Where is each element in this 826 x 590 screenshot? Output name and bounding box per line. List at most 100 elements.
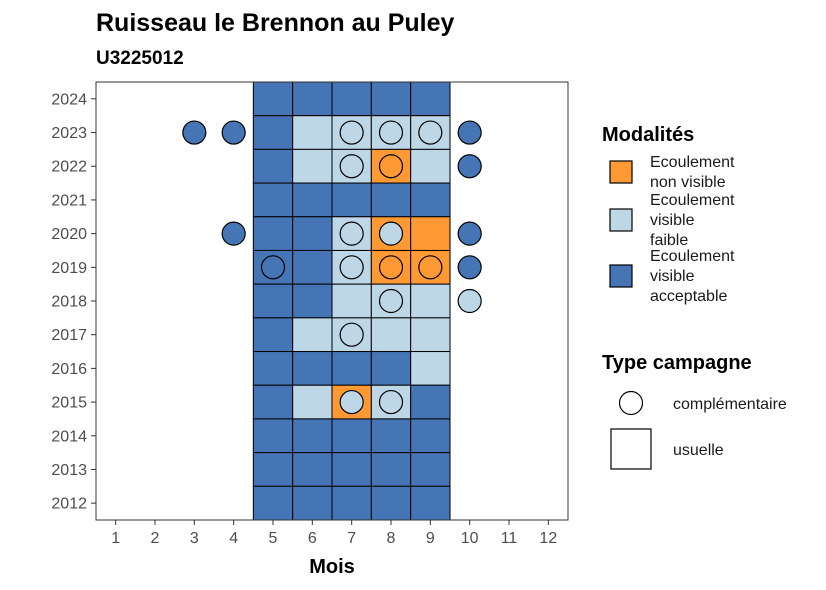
y-tick-label-2013: 2013 — [51, 462, 87, 479]
point-2022-8 — [378, 154, 404, 179]
tile-2014-8 — [370, 418, 412, 454]
tile-2013-8 — [370, 452, 412, 487]
tile-2018-6 — [292, 283, 333, 319]
x-tick-label-6: 6 — [308, 530, 317, 547]
tile-2017-9 — [410, 317, 451, 353]
tile-2022-5 — [252, 148, 294, 184]
x-tick-label-9: 9 — [426, 530, 435, 547]
legend-label-faible-line-3: faible — [650, 232, 688, 249]
legend-key-faible — [609, 208, 633, 232]
y-tick-label-2017: 2017 — [51, 327, 87, 344]
tile-2016-8 — [370, 351, 412, 386]
point-2020-4 — [221, 221, 246, 246]
tile-2021-5 — [252, 182, 294, 218]
point-2019-9 — [418, 255, 443, 280]
y-tick-label-2022: 2022 — [51, 159, 87, 176]
tile-2017-6 — [292, 317, 333, 353]
point-2023-9 — [418, 120, 443, 145]
tile-2022-9 — [410, 148, 451, 184]
tile-2015-5 — [252, 384, 294, 420]
tile-2024-6 — [292, 81, 333, 117]
tile-2021-8 — [370, 182, 412, 218]
tile-2013-6 — [292, 452, 333, 487]
point-2015-7 — [339, 389, 364, 415]
tile-2024-7 — [331, 81, 372, 117]
y-tick-label-2021: 2021 — [51, 192, 87, 209]
x-tick-label-3: 3 — [190, 530, 199, 547]
point-2020-7 — [339, 221, 364, 246]
legend-label-square: usuelle — [673, 442, 724, 459]
legend-key-acceptable — [609, 264, 633, 288]
tile-2013-7 — [331, 452, 372, 487]
legend-label-non_visible-line-1: Ecoulement — [650, 154, 735, 171]
point-2023-3 — [182, 120, 207, 145]
point-2018-10 — [457, 288, 482, 314]
point-2020-10 — [457, 221, 482, 246]
legend-label-faible-line-2: visible — [650, 212, 695, 229]
y-tick-label-2014: 2014 — [51, 428, 87, 445]
usuelle-tiles — [252, 81, 451, 521]
tile-2016-5 — [252, 351, 294, 386]
point-2023-10 — [457, 120, 482, 145]
point-2015-8 — [378, 389, 404, 415]
tile-2013-5 — [252, 452, 294, 487]
x-tick-label-12: 12 — [539, 530, 557, 547]
point-2023-7 — [339, 120, 364, 145]
tile-2018-7 — [331, 283, 372, 319]
tile-2020-9 — [410, 216, 451, 251]
y-tick-label-2020: 2020 — [51, 226, 87, 243]
x-tick-label-8: 8 — [387, 530, 396, 547]
tile-2019-6 — [292, 249, 333, 285]
legend-modalites-title: Modalités — [602, 124, 694, 146]
point-2017-7 — [339, 322, 364, 347]
tile-2014-9 — [410, 418, 451, 454]
point-2023-8 — [378, 120, 404, 145]
tile-2020-5 — [252, 216, 294, 251]
legend-label-non_visible-line-2: non visible — [650, 174, 726, 191]
chart-title: Ruisseau le Brennon au Puley — [96, 9, 455, 37]
x-tick-label-2: 2 — [151, 530, 160, 547]
tile-2024-5 — [252, 81, 294, 117]
tile-2014-5 — [252, 418, 294, 454]
x-axis-title: Mois — [309, 556, 355, 578]
point-2023-4 — [221, 120, 246, 145]
tile-2020-6 — [292, 216, 333, 251]
tile-2024-9 — [410, 81, 451, 117]
point-2019-10 — [457, 255, 482, 280]
tile-2016-7 — [331, 351, 372, 386]
legend-key-square — [610, 428, 652, 470]
legend-label-acceptable-line-2: visible — [650, 268, 695, 285]
tile-2015-6 — [292, 384, 333, 420]
y-tick-label-2019: 2019 — [51, 260, 87, 277]
chart-subtitle: U3225012 — [96, 48, 184, 69]
tile-2017-5 — [252, 317, 294, 353]
legend-key-circle — [618, 390, 644, 416]
tile-2012-9 — [410, 485, 451, 521]
tile-2012-8 — [370, 485, 412, 521]
legend-campagne-title: Type campagne — [602, 352, 752, 374]
x-tick-label-4: 4 — [229, 530, 238, 547]
tile-2021-7 — [331, 182, 372, 218]
tile-2021-6 — [292, 182, 333, 218]
legend-label-faible-line-1: Ecoulement — [650, 192, 735, 209]
legend-campagne: Type campagne complémentaire usuelle — [602, 352, 787, 470]
tile-2012-5 — [252, 485, 294, 521]
tile-2012-6 — [292, 485, 333, 521]
tile-2017-8 — [370, 317, 412, 353]
x-axis: 1 2 3 4 5 6 7 8 9 10 11 12 — [111, 520, 557, 547]
tile-2016-9 — [410, 351, 451, 386]
tile-2013-9 — [410, 452, 451, 487]
tile-2015-9 — [410, 384, 451, 420]
y-tick-label-2018: 2018 — [51, 294, 87, 311]
tile-2018-9 — [410, 283, 451, 319]
y-tick-label-2023: 2023 — [51, 125, 87, 142]
tile-2014-7 — [331, 418, 372, 454]
y-tick-label-2012: 2012 — [51, 496, 87, 513]
tile-2014-6 — [292, 418, 333, 454]
point-2019-8 — [378, 255, 404, 280]
point-2022-7 — [339, 154, 364, 179]
point-2019-7 — [339, 255, 364, 280]
point-2018-8 — [378, 288, 404, 314]
x-tick-label-11: 11 — [501, 530, 518, 547]
